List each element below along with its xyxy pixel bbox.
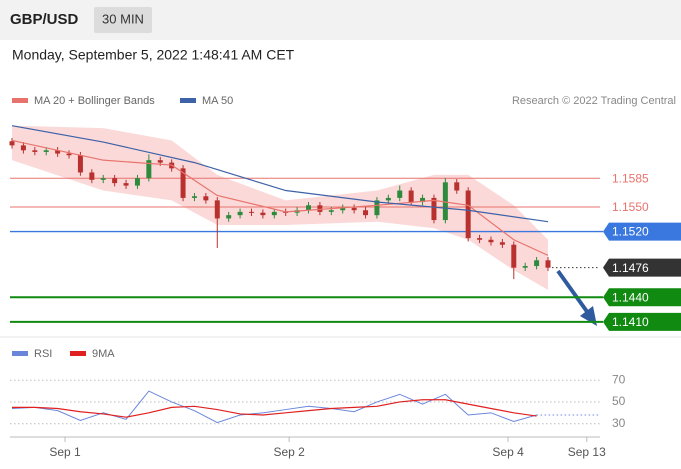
arrow-shaft — [556, 269, 590, 315]
candle-body — [534, 260, 540, 267]
credit: Research © 2022 Trading Central — [512, 95, 676, 107]
candle-body — [442, 182, 448, 221]
candle-body — [328, 210, 334, 212]
legend-label: RSI — [34, 348, 52, 360]
candle-body — [43, 150, 49, 152]
candle-body — [511, 244, 517, 268]
legend-swatch — [12, 98, 28, 103]
x-tick-label: Sep 1 — [49, 445, 81, 459]
candle-body — [340, 207, 346, 211]
legend-label: 9MA — [92, 348, 115, 360]
candle-body — [385, 197, 391, 201]
candle-body — [214, 200, 220, 219]
candle-body — [248, 211, 254, 213]
candle-body — [146, 160, 152, 179]
legend-swatch — [180, 98, 196, 103]
indicator-line — [12, 399, 537, 418]
candle-body — [89, 172, 95, 180]
level-label-box — [603, 258, 681, 277]
candle-body — [77, 155, 83, 173]
forecast-arrow — [556, 269, 597, 326]
candle-body — [55, 150, 61, 154]
indicator-line — [11, 390, 537, 424]
candle-body — [226, 215, 232, 219]
candle-body — [157, 160, 163, 163]
level-label: 1.1520 — [612, 225, 649, 239]
bollinger-band — [12, 125, 548, 290]
legend-swatch — [70, 351, 86, 356]
moving-average — [11, 139, 549, 256]
candle-body — [203, 196, 209, 201]
candle-body — [317, 205, 323, 212]
candle-body — [100, 178, 106, 180]
y-tick-label: 50 — [612, 394, 626, 408]
candle-body — [306, 205, 312, 211]
candle-body — [237, 211, 243, 216]
x-tick-label: Sep 2 — [273, 445, 305, 459]
candle-body — [488, 239, 494, 243]
x-tick-label: Sep 4 — [492, 445, 524, 459]
candle-body — [66, 153, 72, 156]
candle-body — [499, 242, 505, 245]
timeframe-badge — [94, 7, 152, 33]
candle-body — [420, 197, 426, 203]
level-label: 1.1585 — [612, 171, 649, 185]
level-label: 1.1440 — [612, 290, 649, 304]
y-tick-label: 30 — [612, 416, 626, 430]
datetime: Monday, September 5, 2022 1:48:41 AM CET — [12, 47, 295, 63]
level-label-box — [603, 222, 681, 241]
candle-body — [397, 190, 403, 198]
candle-body — [191, 196, 197, 198]
candle-body — [545, 260, 551, 268]
candle-body — [374, 200, 380, 216]
legend-label: MA 20 + Bollinger Bands — [34, 95, 155, 107]
level-label: 1.1476 — [612, 261, 649, 275]
x-tick-label: Sep 13 — [568, 445, 606, 459]
candle-body — [180, 168, 186, 198]
level-label: 1.1550 — [612, 200, 649, 214]
level-label-box — [603, 312, 681, 331]
moving-average — [11, 125, 549, 223]
legend-label: MA 50 — [202, 95, 233, 107]
candle-body — [477, 238, 483, 240]
candle-body — [32, 150, 38, 152]
candle-body — [260, 212, 266, 216]
symbol: GBP/USD — [10, 11, 79, 28]
arrow-head — [580, 306, 597, 326]
candle-body — [431, 197, 437, 221]
candle-body — [465, 190, 471, 239]
y-tick-label: 70 — [612, 372, 626, 386]
candle-body — [408, 190, 414, 203]
level-label-box — [603, 288, 681, 307]
candle-body — [351, 207, 357, 211]
legend-swatch — [12, 351, 28, 356]
candle-body — [134, 178, 140, 186]
level-label: 1.1410 — [612, 315, 649, 329]
timeframe: 30 MIN — [102, 11, 144, 26]
candle-body — [9, 141, 15, 146]
candle-body — [522, 266, 528, 268]
candle-body — [20, 145, 26, 151]
candle-body — [454, 182, 460, 191]
candle-body — [112, 178, 118, 184]
candle-body — [363, 210, 369, 216]
candle-body — [271, 211, 277, 216]
candle-body — [123, 183, 129, 186]
